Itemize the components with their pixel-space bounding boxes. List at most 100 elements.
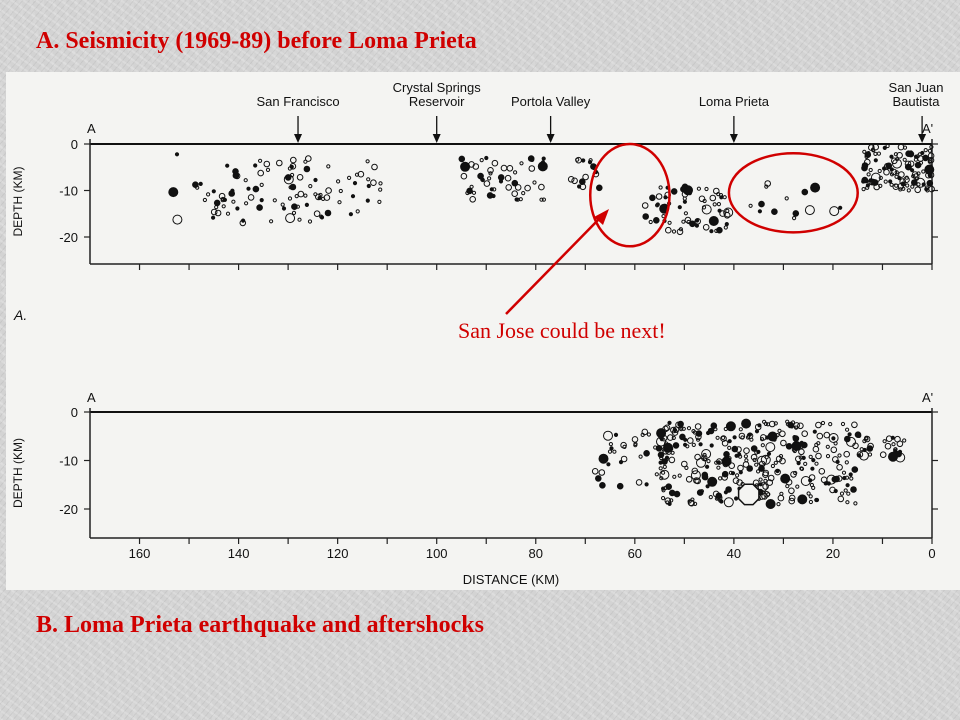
quake-point-b bbox=[635, 479, 643, 486]
quake-point-b bbox=[701, 473, 709, 481]
quake-point-a bbox=[263, 160, 271, 168]
quake-point-a bbox=[366, 183, 371, 189]
quake-point-a bbox=[579, 183, 587, 191]
quake-point-a bbox=[567, 176, 575, 183]
quake-point-b bbox=[672, 428, 678, 433]
quake-point-a bbox=[892, 158, 902, 169]
quake-point-b bbox=[685, 476, 693, 483]
quake-point-a bbox=[680, 185, 687, 193]
quake-point-a bbox=[348, 212, 353, 217]
quake-point-b bbox=[622, 444, 627, 449]
quake-point-a bbox=[319, 214, 324, 219]
quake-point-b bbox=[797, 422, 804, 430]
quake-point-b bbox=[843, 450, 851, 458]
quake-point-a bbox=[925, 164, 933, 172]
quake-point-b bbox=[785, 478, 793, 486]
quake-point-b bbox=[688, 499, 695, 507]
quake-point-b bbox=[661, 447, 666, 452]
quake-point-b bbox=[814, 497, 820, 503]
quake-point-b bbox=[797, 494, 808, 505]
quake-point-a bbox=[658, 185, 663, 190]
quake-point-b bbox=[758, 467, 763, 472]
quake-point-a bbox=[581, 158, 586, 163]
quake-point-a bbox=[922, 154, 929, 162]
quake-point-b bbox=[808, 454, 813, 459]
quake-point-a bbox=[211, 215, 216, 220]
quake-point-b bbox=[654, 472, 659, 477]
quake-point-a bbox=[303, 159, 308, 164]
quake-point-a bbox=[365, 159, 370, 164]
quake-point-a bbox=[239, 219, 247, 227]
quake-point-b bbox=[616, 482, 624, 490]
quake-point-a bbox=[596, 184, 603, 192]
quake-point-a bbox=[303, 165, 311, 173]
quake-point-b bbox=[758, 482, 763, 487]
quake-point-a bbox=[355, 209, 360, 214]
quake-point-a bbox=[929, 144, 934, 150]
quake-point-a bbox=[861, 162, 869, 169]
quake-point-b bbox=[754, 423, 762, 431]
quake-point-b bbox=[844, 460, 849, 465]
quake-point-a bbox=[211, 189, 216, 194]
quake-point-a bbox=[865, 185, 870, 190]
quake-point-a bbox=[511, 179, 519, 187]
quake-point-b bbox=[598, 469, 606, 476]
quake-point-b bbox=[791, 444, 797, 449]
quake-point-b bbox=[757, 482, 768, 493]
quake-point-b bbox=[845, 427, 850, 432]
quake-point-b bbox=[814, 461, 819, 466]
quake-point-a bbox=[928, 158, 933, 163]
x-tick-label: 160 bbox=[129, 546, 151, 561]
quake-point-a bbox=[506, 165, 514, 172]
quake-point-a bbox=[667, 220, 672, 225]
quake-point-b bbox=[677, 420, 684, 428]
quake-point-b bbox=[833, 488, 838, 494]
quake-point-a bbox=[246, 186, 251, 191]
quake-point-b bbox=[773, 421, 778, 426]
quake-point-a bbox=[910, 168, 915, 173]
quake-point-b bbox=[641, 428, 649, 436]
quake-point-b bbox=[764, 455, 769, 460]
quake-point-a bbox=[486, 192, 494, 199]
quake-point-a bbox=[575, 156, 582, 164]
quake-point-a bbox=[873, 151, 878, 157]
quake-point-a bbox=[297, 217, 302, 222]
quake-point-b bbox=[599, 482, 606, 489]
quake-point-b bbox=[853, 501, 858, 506]
quake-point-b bbox=[608, 442, 614, 447]
quake-point-b bbox=[812, 429, 817, 434]
quake-point-b bbox=[818, 468, 826, 475]
quake-point-a bbox=[174, 152, 180, 157]
quake-point-a bbox=[259, 182, 264, 188]
quake-point-a bbox=[868, 144, 875, 151]
landmark-label: Crystal Springs bbox=[393, 80, 482, 95]
quake-point-b bbox=[849, 476, 854, 481]
quake-point-a bbox=[915, 177, 926, 188]
quake-point-b bbox=[686, 426, 692, 431]
quake-point-b bbox=[897, 449, 903, 454]
quake-point-b bbox=[893, 447, 898, 452]
quake-point-b bbox=[758, 477, 763, 482]
quake-point-b bbox=[735, 473, 740, 478]
quake-point-b bbox=[661, 470, 666, 475]
quake-point-b bbox=[884, 442, 892, 450]
quake-point-a bbox=[291, 210, 297, 215]
quake-point-b bbox=[760, 437, 765, 442]
quake-point-a bbox=[928, 173, 933, 178]
quake-point-a bbox=[500, 164, 508, 172]
quake-point-a bbox=[883, 179, 888, 184]
quake-point-b bbox=[725, 486, 732, 493]
quake-point-b bbox=[793, 470, 798, 476]
quake-point-b bbox=[667, 434, 674, 441]
quake-point-a bbox=[243, 178, 248, 183]
quake-point-b bbox=[756, 469, 761, 474]
quake-point-b bbox=[598, 453, 609, 464]
quake-point-b bbox=[736, 479, 743, 486]
quake-point-b bbox=[659, 476, 664, 481]
quake-point-b bbox=[718, 498, 723, 503]
quake-point-a bbox=[907, 160, 915, 168]
quake-point-a bbox=[889, 154, 894, 159]
quake-point-a bbox=[231, 199, 236, 204]
quake-point-b bbox=[885, 435, 893, 443]
quake-point-a bbox=[479, 158, 484, 163]
